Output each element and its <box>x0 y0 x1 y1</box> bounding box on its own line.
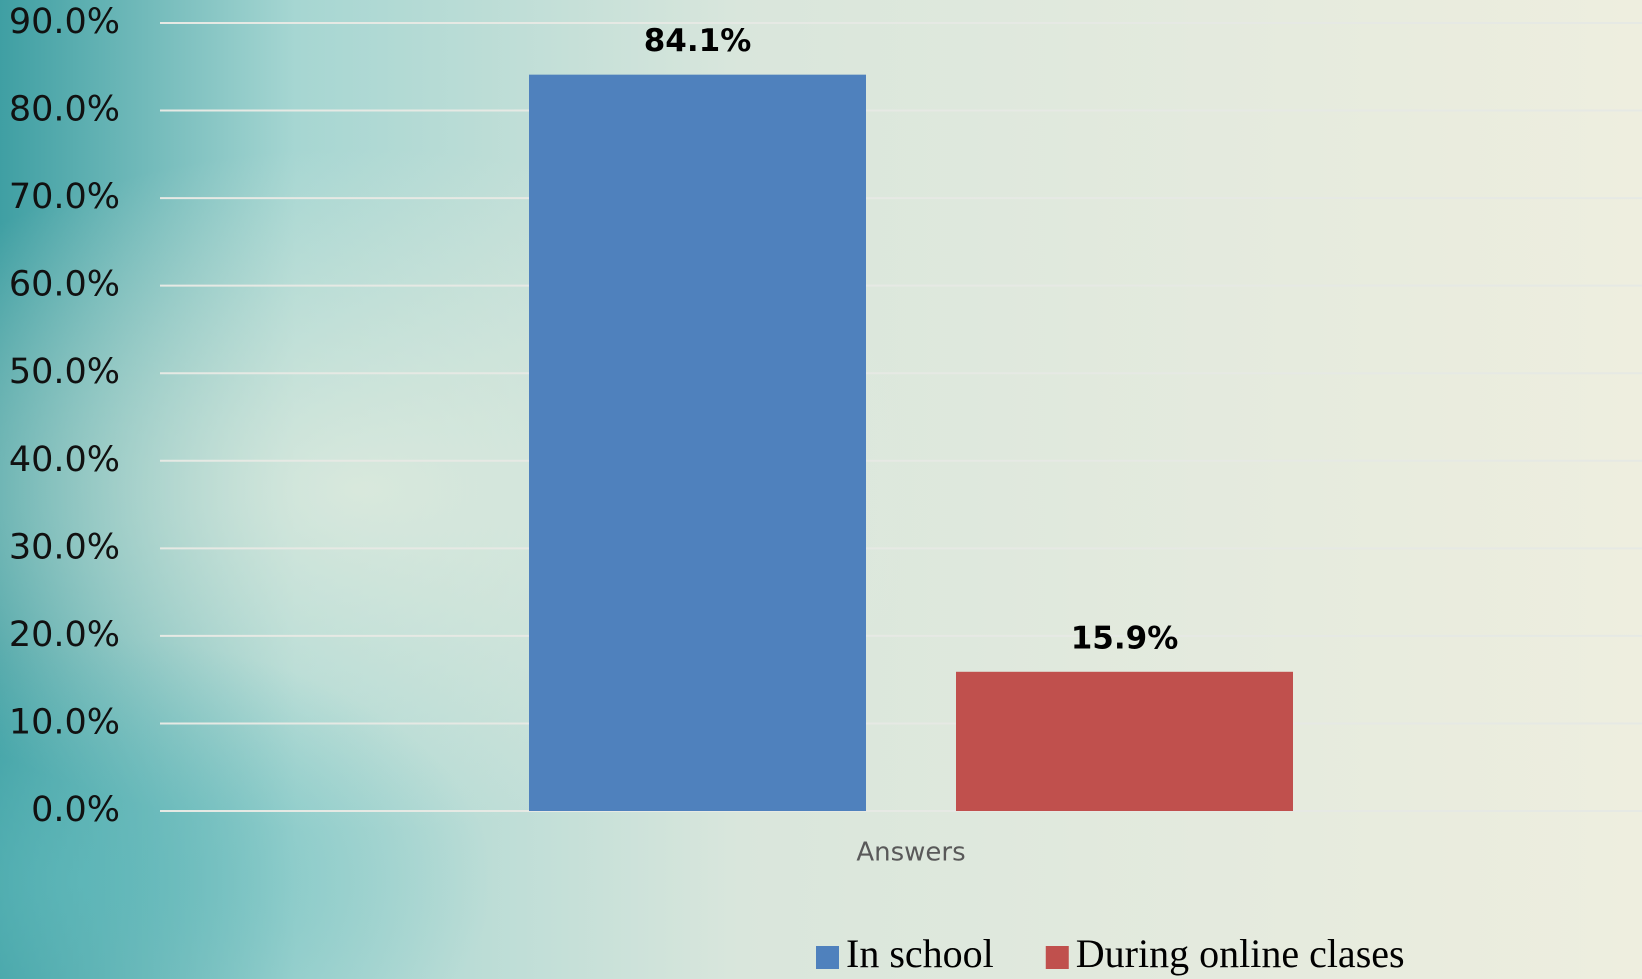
data-label: 15.9% <box>1071 620 1179 656</box>
bar <box>529 74 866 811</box>
y-tick-label: 80.0% <box>9 90 120 130</box>
data-label: 84.1% <box>644 23 752 59</box>
y-tick-label: 30.0% <box>9 527 120 567</box>
y-tick-label: 0.0% <box>31 790 120 830</box>
legend-label: During online clases <box>1076 931 1405 976</box>
x-tick-label: Answers <box>856 838 965 868</box>
y-tick-label: 10.0% <box>9 702 120 742</box>
y-tick-label: 20.0% <box>9 615 120 655</box>
y-tick-label: 50.0% <box>9 352 120 392</box>
legend-swatch <box>1045 946 1069 969</box>
y-tick-label: 40.0% <box>9 440 120 480</box>
legend-label: In school <box>846 931 994 976</box>
y-tick-label: 60.0% <box>9 265 120 305</box>
y-tick-label: 70.0% <box>9 177 120 217</box>
y-tick-label: 90.0% <box>9 2 120 42</box>
bar <box>956 671 1293 811</box>
legend-swatch <box>816 946 839 969</box>
